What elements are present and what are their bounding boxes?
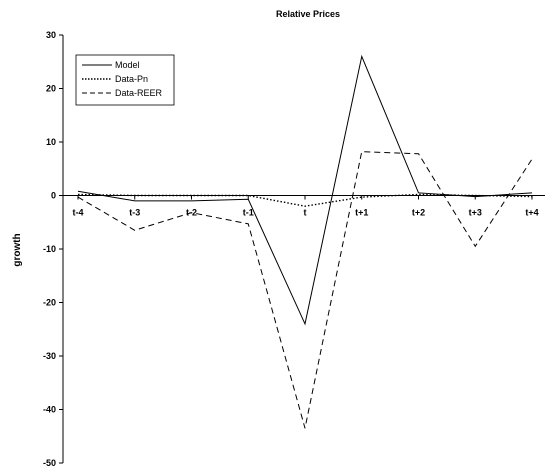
y-axis-ticks: 30 20 10 0 -10 -20 -30 -40 -50 xyxy=(43,30,63,468)
series-line-data-reer xyxy=(77,151,533,429)
y-tick-label: -40 xyxy=(43,405,56,415)
y-tick-label: 30 xyxy=(46,30,56,40)
legend-label: Model xyxy=(115,60,140,70)
y-tick-label: -10 xyxy=(43,244,56,254)
x-tick-label: t xyxy=(304,208,307,218)
x-tick-label: t+4 xyxy=(525,208,538,218)
x-tick-label: t-1 xyxy=(243,208,254,218)
chart-title: Relative Prices xyxy=(276,9,340,19)
legend-label: Data-Pn xyxy=(115,74,148,84)
y-tick-label: 10 xyxy=(46,137,56,147)
y-axis-label: growth xyxy=(12,233,23,266)
y-tick-label: 20 xyxy=(46,84,56,94)
legend: Model Data-Pn Data-REER xyxy=(75,54,175,106)
legend-box xyxy=(75,54,175,106)
y-tick-label: 0 xyxy=(51,191,56,201)
x-tick-label: t-4 xyxy=(73,208,84,218)
x-tick-label: t-3 xyxy=(129,208,140,218)
series-line-data-pn xyxy=(77,193,533,207)
y-tick-label: -50 xyxy=(43,458,56,468)
y-tick-label: -30 xyxy=(43,351,56,361)
x-tick-label: t+1 xyxy=(355,208,368,218)
series-line-model xyxy=(77,54,533,326)
x-tick-label: t+3 xyxy=(469,208,482,218)
y-tick-label: -20 xyxy=(43,298,56,308)
x-tick-label: t+2 xyxy=(412,208,425,218)
series-lines xyxy=(77,54,533,429)
legend-label: Data-REER xyxy=(115,88,163,98)
